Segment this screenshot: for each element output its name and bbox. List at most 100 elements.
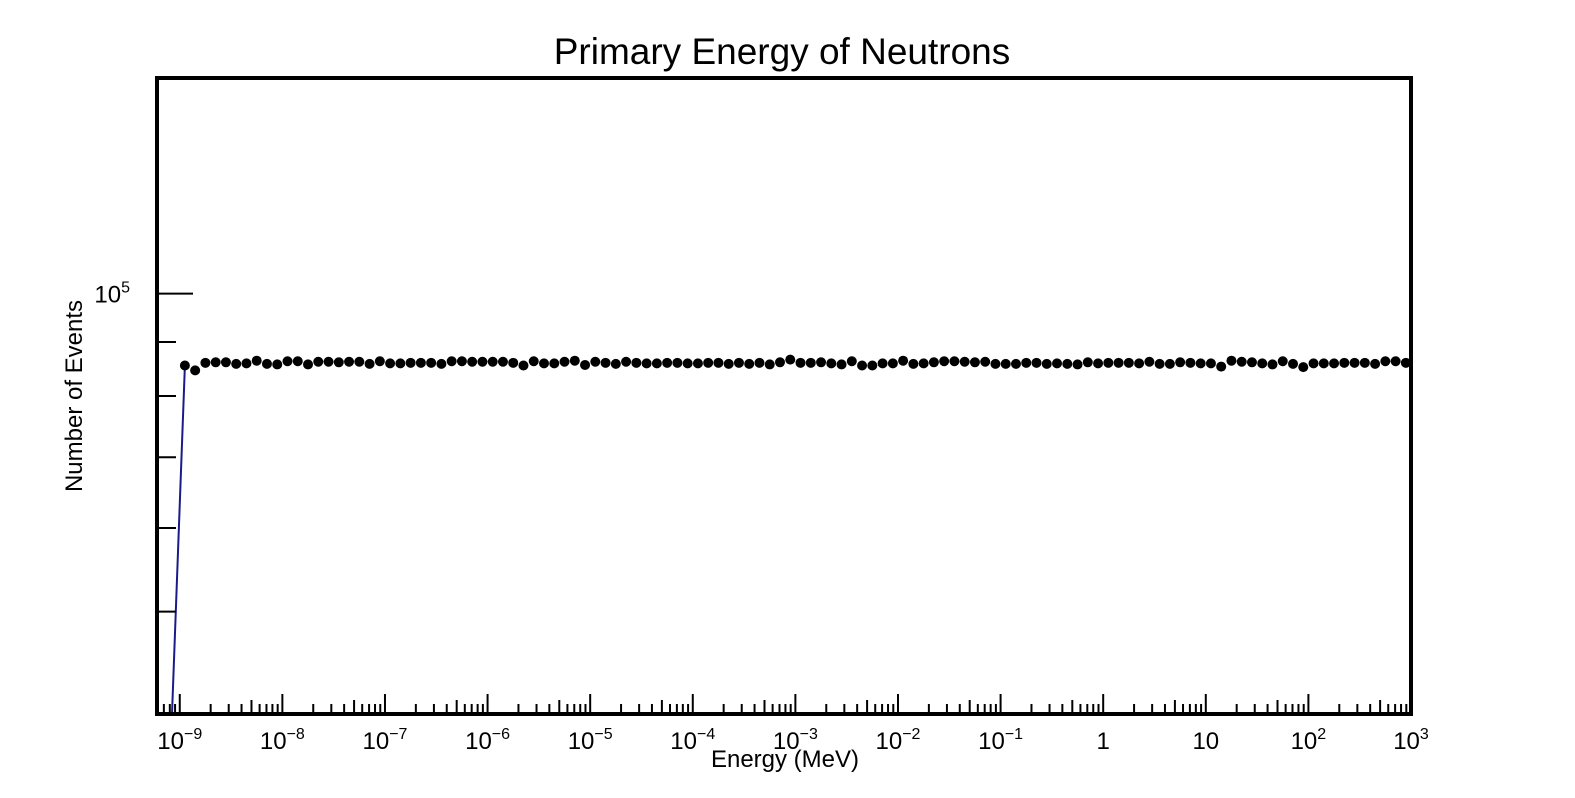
data-point [539,358,550,369]
data-point [1288,358,1299,369]
data-point [1380,356,1391,367]
data-point [508,357,519,368]
data-point [1246,357,1257,368]
x-tick-label: 10−9 [157,726,202,755]
data-point [179,360,190,371]
data-point [272,359,283,370]
data-point [1000,358,1011,369]
data-point [1329,358,1340,369]
data-point [723,358,734,369]
data-point [744,358,755,369]
y-axis-label: Number of Events [61,300,88,492]
data-point [1205,358,1216,369]
y-tick-label: 105 [94,280,130,309]
data-point [1216,361,1227,372]
data-point [877,358,888,369]
data-point [857,360,868,371]
data-point [436,358,447,369]
data-point [1175,357,1186,368]
data-point [1339,357,1350,368]
data-point [374,356,385,367]
data-point [1236,356,1247,367]
data-point [1062,358,1073,369]
data-point [662,357,673,368]
data-point [928,357,939,368]
data-point [631,357,642,368]
x-tick-label: 10−6 [465,726,510,755]
x-tick-label: 10−1 [978,726,1023,755]
x-tick-label: 103 [1393,726,1429,755]
data-point [1052,358,1063,369]
x-tick-label: 10−4 [670,726,715,755]
data-point [1123,357,1134,368]
data-point [1195,358,1206,369]
data-point [200,357,211,368]
data-point [231,358,242,369]
data-point [1154,358,1165,369]
x-tick-label: 10 [1192,728,1219,755]
data-point [313,356,324,367]
data-point [405,357,416,368]
data-point [1226,355,1237,366]
data-point [990,358,1001,369]
data-point [282,356,293,367]
axis-ticks [156,292,1412,714]
data-point [303,359,314,370]
data-point [1103,357,1114,368]
data-point [887,358,898,369]
data-point [261,358,272,369]
data-point [1113,357,1124,368]
data-point [569,355,580,366]
data-point [1298,362,1309,373]
data-point [1134,358,1145,369]
data-point [518,360,529,371]
x-tick-label: 10−7 [362,726,407,755]
x-tick-label: 10−5 [568,726,613,755]
data-point [969,357,980,368]
data-point [703,357,714,368]
x-tick-label: 10−3 [773,726,818,755]
data-point [816,357,827,368]
data-point [826,358,837,369]
data-point [600,357,611,368]
data-point [1093,358,1104,369]
tick-labels: 10−9 10−8 10−7 10−6 10−5 10−4 10−3 10−2 10−1 1 10 1… [94,280,1429,755]
data-point [908,358,919,369]
data-point [836,359,847,370]
data-point [733,357,744,368]
data-point [1144,356,1155,367]
data-point [580,359,591,370]
data-point [1370,358,1381,369]
data-point [395,358,406,369]
data-point [692,358,703,369]
data-point [918,358,929,369]
data-point [1010,358,1021,369]
data-point [1359,357,1370,368]
data-point [292,356,303,367]
data-point [641,358,652,369]
data-point [795,357,806,368]
series-rise-line [171,365,186,715]
data-point [1031,357,1042,368]
data-point [1277,356,1288,367]
data-point [364,358,375,369]
data-point [1072,359,1083,370]
x-axis-label: Energy (MeV) [711,746,859,773]
data-point [621,356,632,367]
data-point [251,355,262,366]
data-point [549,358,560,369]
data-point [959,356,970,367]
data-point [785,354,796,365]
data-point [528,356,539,367]
x-tick-label: 10−2 [876,726,921,755]
data-point [867,360,878,371]
data-point [949,356,960,367]
data-point [220,357,231,368]
data-point [1021,357,1032,368]
data-point [456,356,467,367]
data-point [385,358,396,369]
data-point [980,356,991,367]
data-point [1400,357,1411,368]
data-point [846,356,857,367]
